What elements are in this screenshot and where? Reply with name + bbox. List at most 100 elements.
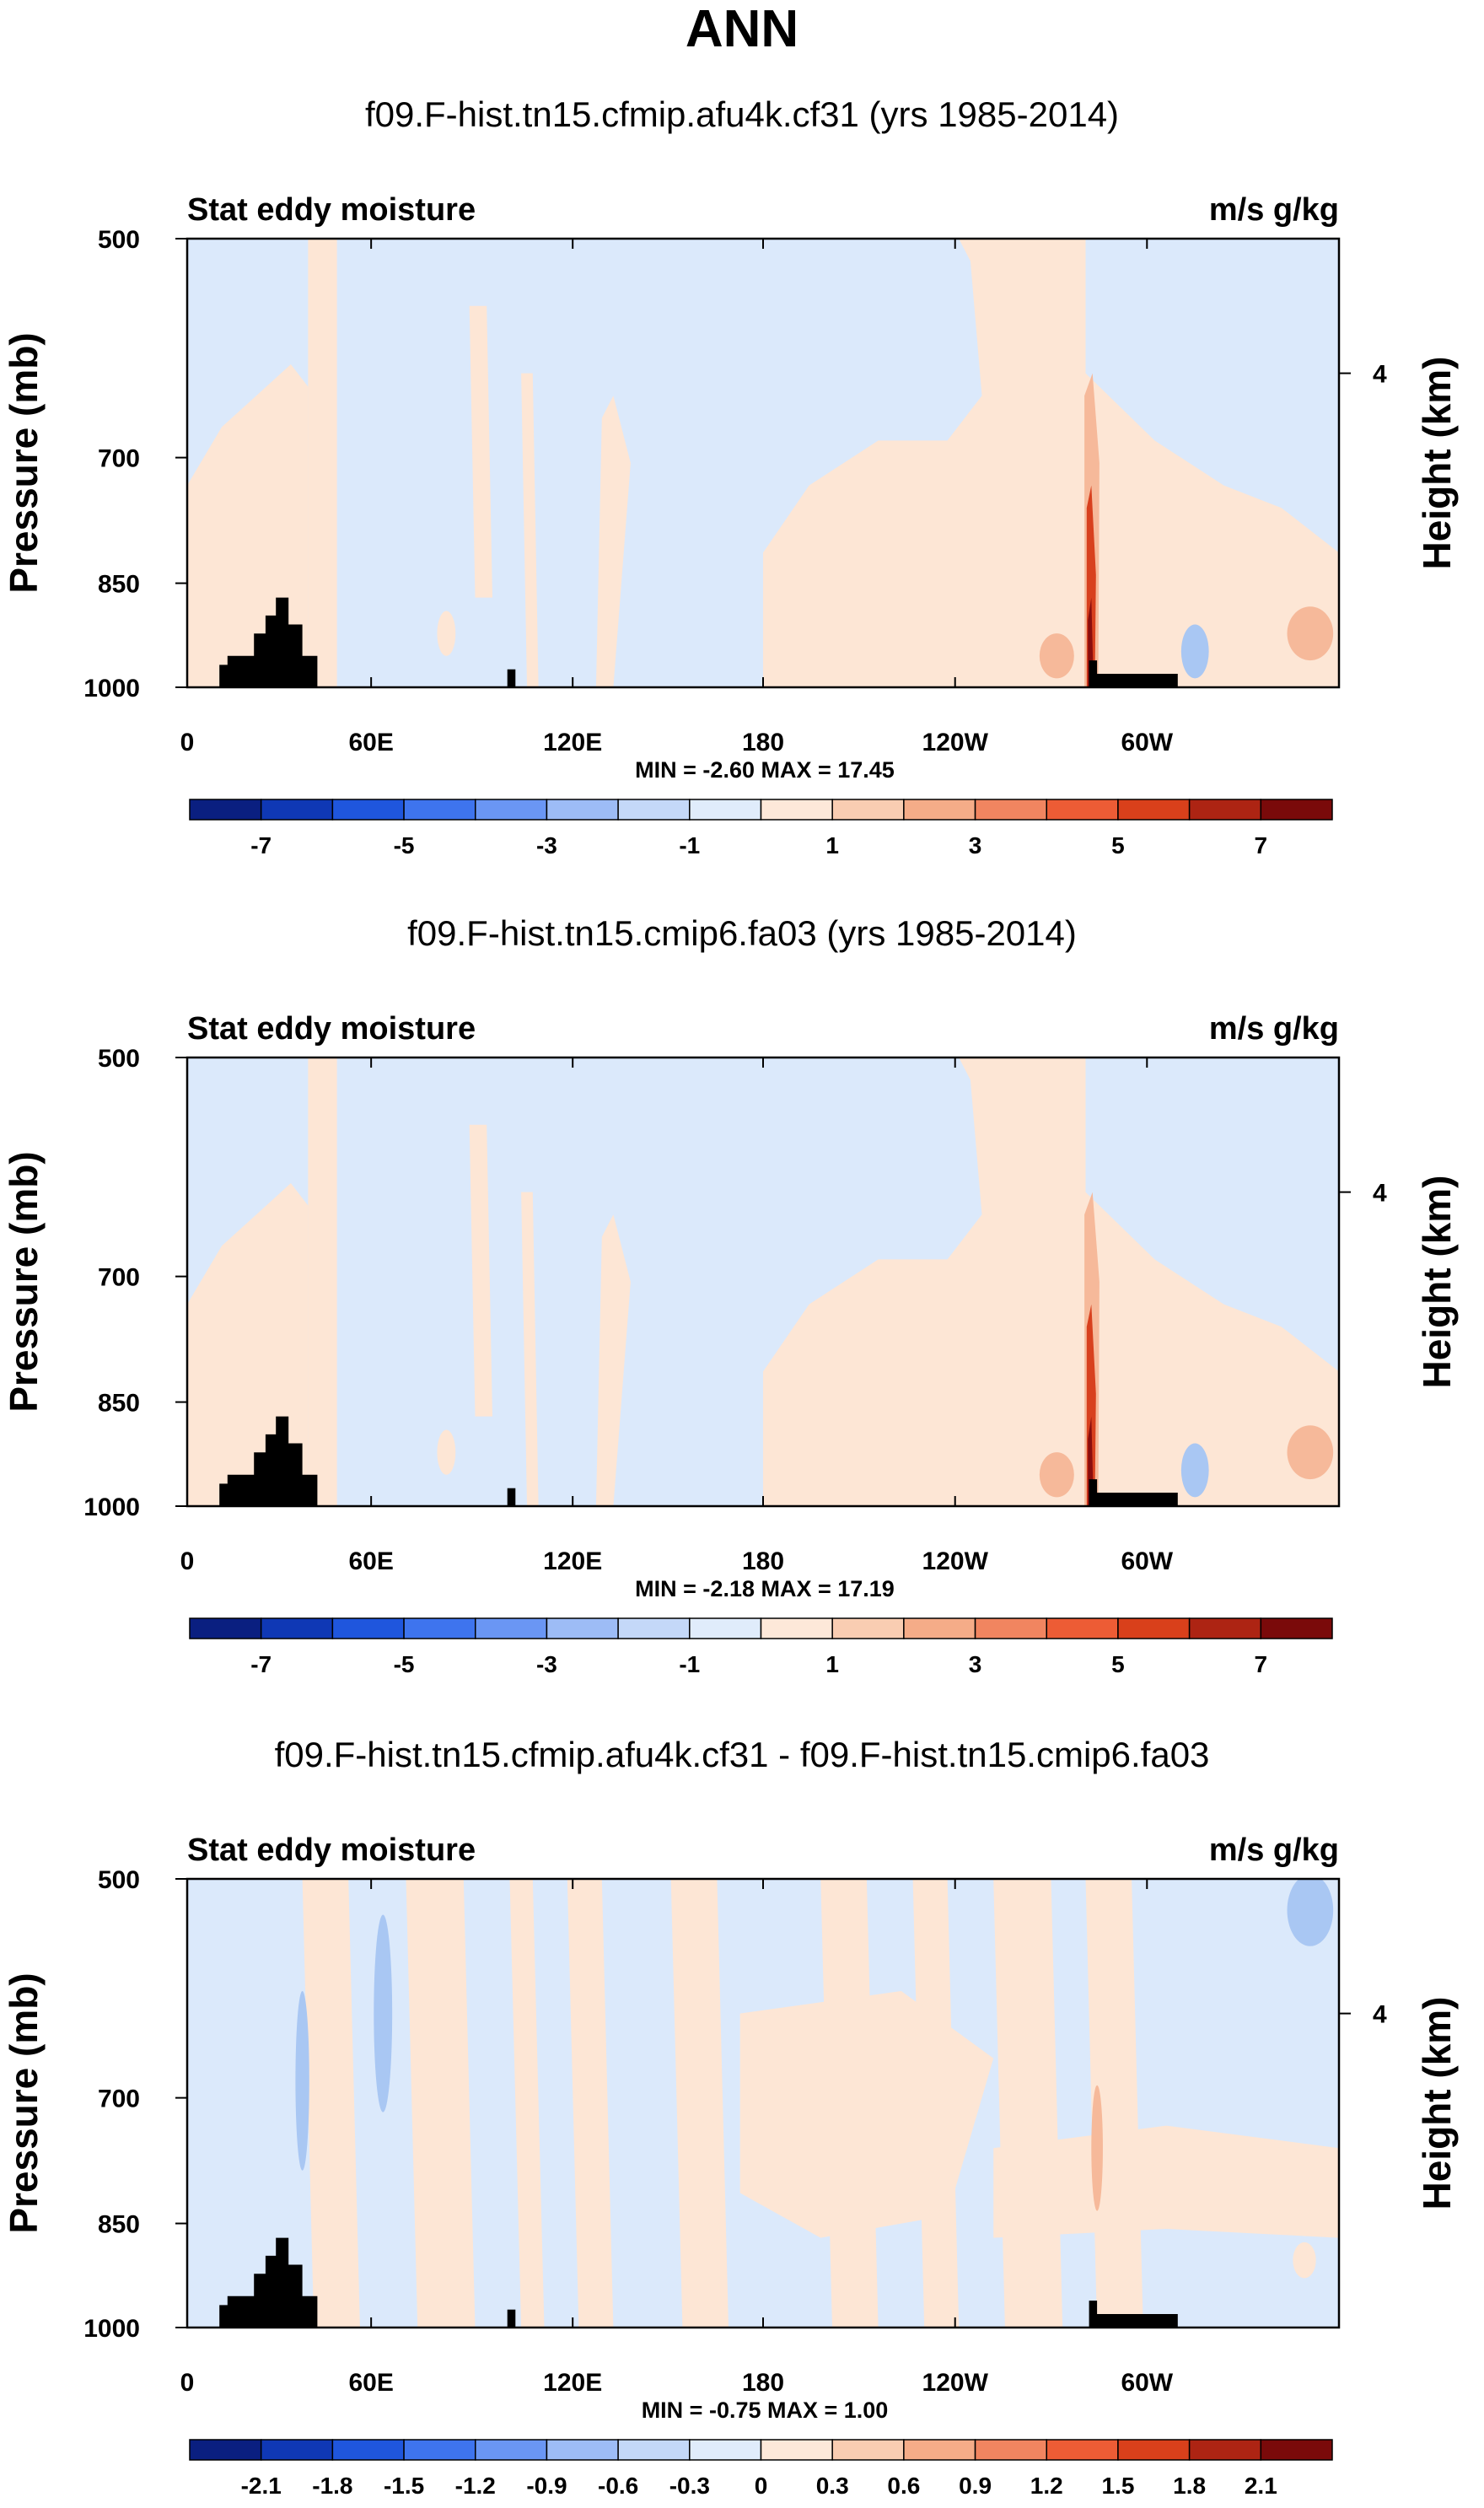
positive-region bbox=[595, 396, 631, 687]
colorbar-label: 0.9 bbox=[959, 2473, 992, 2499]
colorbar-segment bbox=[689, 799, 762, 821]
positive-region bbox=[993, 1879, 1063, 2328]
positive-blob bbox=[437, 611, 456, 656]
colorbar-segment bbox=[1117, 799, 1191, 821]
y-tick-label: 1000 bbox=[83, 1493, 140, 1521]
positive-region bbox=[595, 1214, 631, 1506]
min-max-label: MIN = -2.60 MAX = 17.45 bbox=[635, 757, 895, 783]
y-tick-label: 850 bbox=[98, 1390, 140, 1418]
colorbar-label: 3 bbox=[969, 832, 982, 858]
colorbar-label: -1.8 bbox=[312, 2473, 352, 2499]
colorbar-segment bbox=[1188, 1617, 1262, 1639]
contour-field bbox=[187, 1879, 1339, 2328]
positive-region bbox=[763, 1058, 1086, 1506]
colorbar-segment bbox=[189, 2439, 262, 2461]
colorbar-label: 7 bbox=[1255, 832, 1268, 858]
positive-region bbox=[1085, 1192, 1339, 1506]
land-mask bbox=[1089, 660, 1178, 687]
colorbar-segment bbox=[617, 1617, 691, 1639]
x-tick-label: 60E bbox=[348, 1547, 393, 1575]
colorbar-label: -3 bbox=[536, 832, 557, 858]
colorbar-segment bbox=[546, 799, 619, 821]
colorbar-segment bbox=[331, 799, 405, 821]
variable-label: Stat eddy moisture bbox=[187, 1833, 476, 1868]
colorbar-label: 7 bbox=[1255, 1651, 1268, 1677]
y-tick-label: 850 bbox=[98, 2211, 140, 2239]
colorbar-segment bbox=[903, 2439, 976, 2461]
colorbar-segment bbox=[974, 799, 1047, 821]
land-mask bbox=[219, 1416, 318, 1506]
x-tick-label: 0 bbox=[180, 729, 195, 756]
positive-blob bbox=[1293, 2242, 1316, 2279]
min-max-label: MIN = -2.18 MAX = 17.19 bbox=[635, 1576, 895, 1601]
y2-tick-label: 4 bbox=[1373, 1180, 1387, 1208]
colorbar-segment bbox=[260, 1617, 334, 1639]
colorbar-segment bbox=[1117, 2439, 1191, 2461]
colorbar-label: -0.6 bbox=[598, 2473, 638, 2499]
figure-title: ANN bbox=[686, 0, 798, 58]
colorbar-segment bbox=[331, 2439, 405, 2461]
negative-blob bbox=[1180, 624, 1209, 679]
y-axis-label: Pressure (mb) bbox=[2, 1151, 46, 1412]
positive-blob bbox=[1287, 1425, 1334, 1480]
x-tick-label: 0 bbox=[180, 2369, 195, 2397]
colorbar-segment bbox=[403, 2439, 476, 2461]
colorbar: -7 -5 -3 -1 1 3 5 7 bbox=[189, 1617, 1333, 1677]
y-tick-label: 500 bbox=[98, 1866, 140, 1894]
colorbar-label: 1 bbox=[825, 1651, 839, 1677]
colorbar-label: 5 bbox=[1111, 1651, 1125, 1677]
colorbar-segment bbox=[831, 799, 905, 821]
y2-tick-label: 4 bbox=[1373, 2001, 1387, 2029]
colorbar-segment bbox=[760, 1617, 833, 1639]
x-tick-label: 0 bbox=[180, 1547, 195, 1575]
colorbar-segment bbox=[1046, 1617, 1119, 1639]
land-mask bbox=[507, 2309, 516, 2328]
negative-blob bbox=[374, 1914, 393, 2112]
y-tick-label: 1000 bbox=[83, 2315, 140, 2343]
colorbar-segment bbox=[1046, 799, 1119, 821]
positive-region bbox=[509, 1879, 545, 2328]
colorbar: -2.1 -1.8 -1.5 -1.2 -0.9 -0.6 -0.3 0 0.3 0.6 0.9 1.… bbox=[189, 2439, 1333, 2499]
positive-blob bbox=[437, 1429, 456, 1475]
min-max-label: MIN = -0.75 MAX = 1.00 bbox=[642, 2398, 889, 2423]
land-mask bbox=[219, 2237, 318, 2328]
colorbar-segment bbox=[974, 1617, 1047, 1639]
colorbar-segment bbox=[831, 2439, 905, 2461]
panel-title: f09.F-hist.tn15.cfmip.afu4k.cf31 - f09.F… bbox=[275, 1735, 1210, 1774]
x-tick-label: 180 bbox=[742, 729, 784, 756]
colorbar-segment bbox=[1260, 2439, 1333, 2461]
positive-region bbox=[739, 1991, 994, 2238]
colorbar-label: 1.2 bbox=[1030, 2473, 1063, 2499]
colorbar-label: 1.5 bbox=[1101, 2473, 1134, 2499]
colorbar-segment bbox=[689, 1617, 762, 1639]
colorbar: -7 -5 -3 -1 1 3 5 7 bbox=[189, 799, 1333, 858]
colorbar-segment bbox=[331, 1617, 405, 1639]
colorbar-segment bbox=[260, 799, 334, 821]
colorbar-segment bbox=[475, 799, 548, 821]
units-label: m/s g/kg bbox=[1209, 192, 1339, 228]
panel-1: f09.F-hist.tn15.cfmip.afu4k.cf31 (yrs 19… bbox=[2, 94, 1459, 858]
positive-region bbox=[567, 1879, 614, 2328]
colorbar-segment bbox=[546, 1617, 619, 1639]
colorbar-segment bbox=[189, 799, 262, 821]
colorbar-segment bbox=[974, 2439, 1047, 2461]
variable-label: Stat eddy moisture bbox=[187, 1011, 476, 1047]
positive-blob bbox=[1039, 1452, 1074, 1498]
panel-2: f09.F-hist.tn15.cmip6.fa03 (yrs 1985-201… bbox=[2, 913, 1459, 1677]
positive-region bbox=[521, 1192, 539, 1506]
y-tick-label: 850 bbox=[98, 571, 140, 599]
land-mask bbox=[219, 597, 318, 687]
contour-field bbox=[187, 1058, 1339, 1506]
land-mask bbox=[507, 1488, 516, 1506]
positive-region bbox=[763, 239, 1086, 687]
x-tick-label: 120W bbox=[922, 1547, 989, 1575]
panel-3: f09.F-hist.tn15.cfmip.afu4k.cf31 - f09.F… bbox=[2, 1735, 1459, 2499]
x-tick-label: 120W bbox=[922, 2369, 989, 2397]
x-tick-label: 60W bbox=[1121, 729, 1173, 756]
x-tick-label: 120E bbox=[543, 729, 602, 756]
negative-blob bbox=[295, 1991, 309, 2171]
panel-title: f09.F-hist.tn15.cfmip.afu4k.cf31 (yrs 19… bbox=[365, 94, 1119, 134]
colorbar-segment bbox=[403, 799, 476, 821]
colorbar-label: -1.2 bbox=[455, 2473, 496, 2499]
